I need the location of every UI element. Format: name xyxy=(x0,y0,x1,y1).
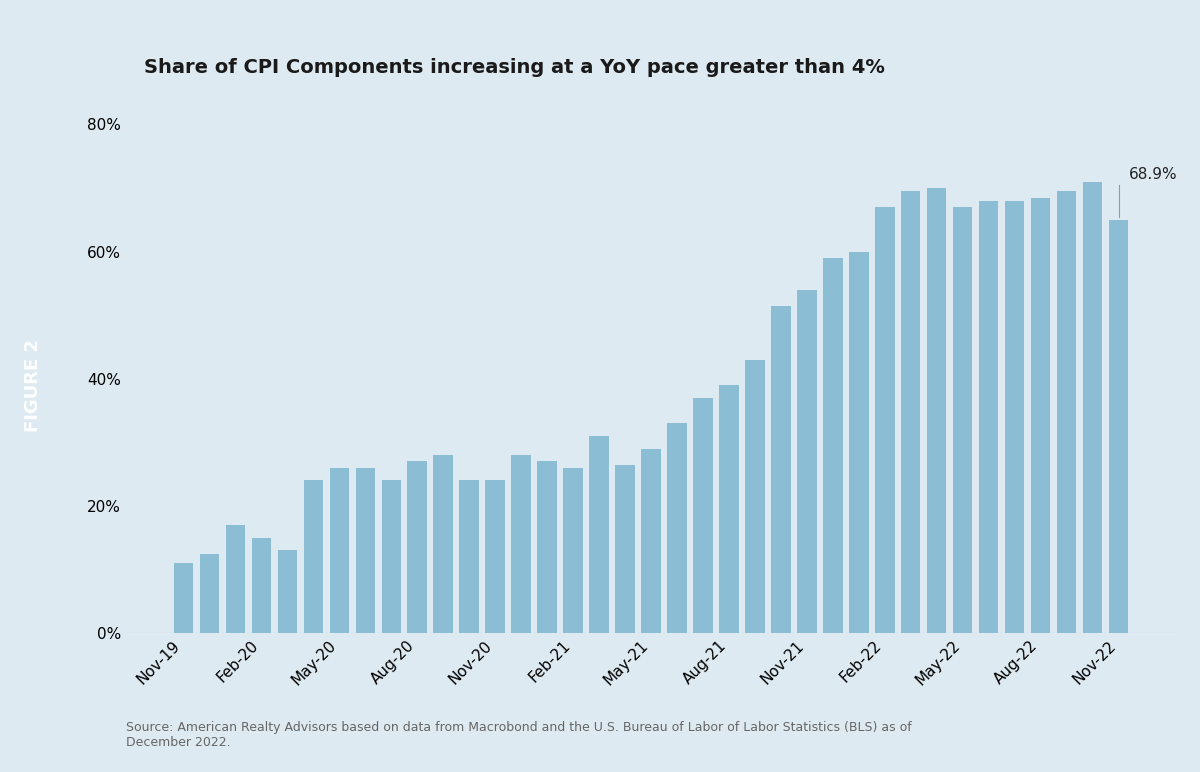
Text: Source: American Realty Advisors based on data from Macrobond and the U.S. Burea: Source: American Realty Advisors based o… xyxy=(126,721,912,749)
Bar xyxy=(797,290,816,633)
Bar xyxy=(486,480,505,633)
Bar xyxy=(563,468,583,633)
Bar xyxy=(745,360,764,633)
Bar xyxy=(1109,220,1128,633)
Bar xyxy=(850,252,869,633)
Bar xyxy=(304,480,323,633)
Bar xyxy=(694,398,713,633)
Bar xyxy=(226,525,245,633)
Bar xyxy=(641,449,661,633)
Bar xyxy=(875,207,894,633)
Bar xyxy=(589,436,608,633)
Bar xyxy=(538,462,557,633)
Bar xyxy=(953,207,972,633)
Bar xyxy=(901,191,920,633)
Bar xyxy=(926,188,947,633)
Bar xyxy=(667,423,686,633)
Bar xyxy=(174,563,193,633)
Bar xyxy=(408,462,427,633)
Bar xyxy=(1057,191,1076,633)
Bar xyxy=(330,468,349,633)
Bar xyxy=(199,554,220,633)
Bar xyxy=(719,385,739,633)
Bar xyxy=(979,201,998,633)
Bar xyxy=(1004,201,1025,633)
Bar xyxy=(460,480,479,633)
Bar xyxy=(277,550,298,633)
Text: FIGURE 2: FIGURE 2 xyxy=(24,340,42,432)
Bar xyxy=(382,480,401,633)
Text: Share of CPI Components increasing at a YoY pace greater than 4%: Share of CPI Components increasing at a … xyxy=(144,58,884,77)
Bar xyxy=(616,465,635,633)
Bar xyxy=(823,258,842,633)
Bar xyxy=(1031,198,1050,633)
Bar xyxy=(1082,181,1103,633)
Text: 68.9%: 68.9% xyxy=(1129,167,1177,181)
Bar xyxy=(772,306,791,633)
Bar xyxy=(252,537,271,633)
Bar xyxy=(511,455,530,633)
Bar xyxy=(433,455,452,633)
Bar xyxy=(355,468,376,633)
